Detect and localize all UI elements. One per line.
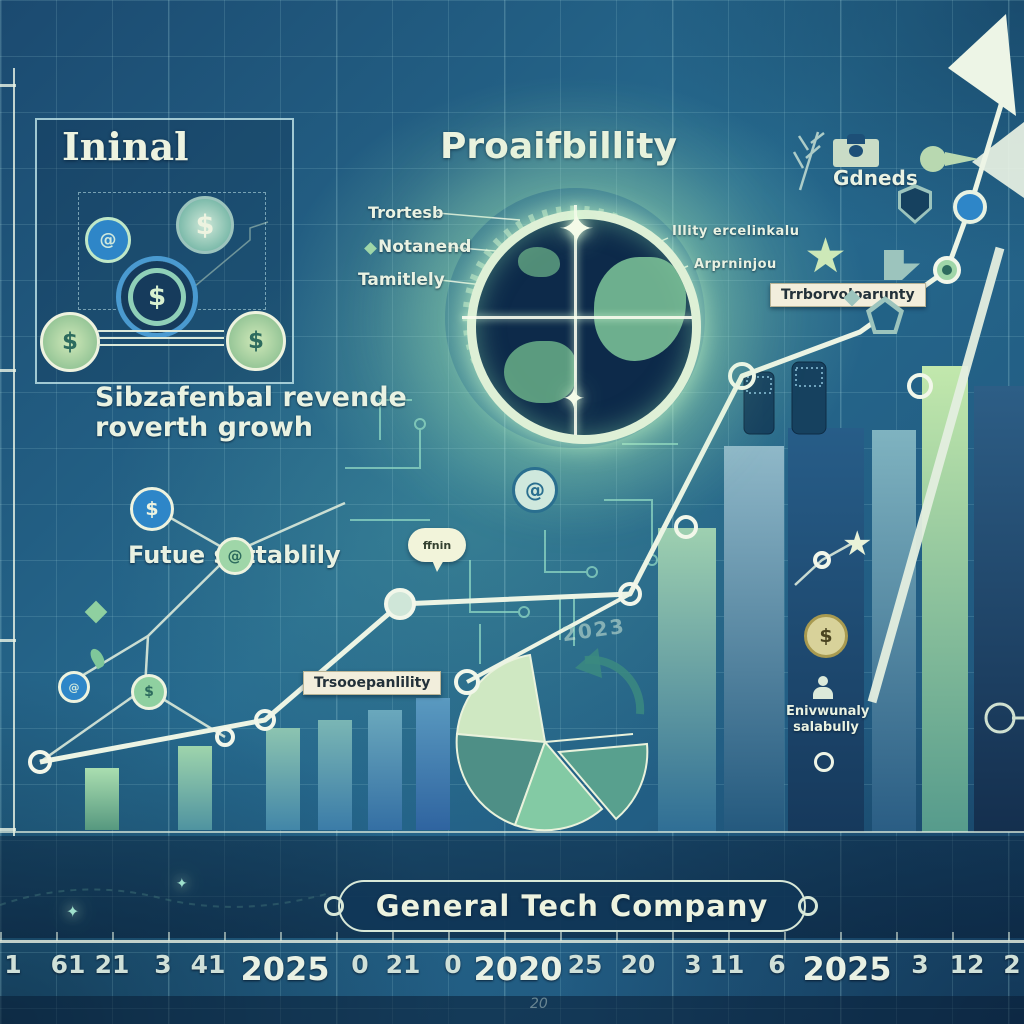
x-tick: 3 xyxy=(684,950,702,979)
column-caption-line1: Enivwunaly xyxy=(786,704,870,719)
node-coin xyxy=(384,588,416,620)
caption-revenue: Sibzafenbal revende roverth growh xyxy=(95,382,407,444)
y-axis-line xyxy=(13,68,15,836)
bottom-strip xyxy=(0,996,1024,1024)
x-axis-ticks xyxy=(0,932,1024,941)
pin-pointer xyxy=(945,152,979,166)
crosshair-horizontal xyxy=(462,316,692,319)
x-tick-year: 2025 xyxy=(240,950,330,988)
ring-dot-icon xyxy=(814,752,834,772)
globe-icon xyxy=(467,210,701,444)
target-coin-icon: $ xyxy=(116,256,198,338)
glint-icon: ✦ xyxy=(558,204,595,255)
banner-end-ring xyxy=(798,896,818,916)
star-icon: ★ xyxy=(842,524,873,564)
x-tick: 0 xyxy=(444,950,462,979)
pie-chart xyxy=(455,653,649,832)
chart-baseline xyxy=(0,831,1024,833)
person-icon-body xyxy=(813,687,833,699)
y-axis-tick xyxy=(0,828,16,831)
flask-icons xyxy=(743,361,827,435)
trend-branch xyxy=(466,592,631,684)
growth-arrow-shaft xyxy=(867,246,1005,704)
x-tick: 25 xyxy=(567,950,603,979)
swirl-coin-icon: @ xyxy=(216,537,254,575)
x-tick: 21 xyxy=(385,950,421,979)
glint-icon: ✦ xyxy=(66,902,80,921)
node-blue xyxy=(953,190,987,224)
star-icon: ★ xyxy=(804,228,848,284)
wheat-icon xyxy=(792,131,825,191)
rotate-arrowhead-icon xyxy=(575,648,602,678)
globe-label-left-3: Tamitlely xyxy=(358,270,445,290)
connector-line xyxy=(98,330,224,332)
continent-blob xyxy=(594,257,686,361)
company-banner-label: General Tech Company xyxy=(375,889,769,923)
swirl-coin-icon: @ xyxy=(58,671,90,703)
dollar-coin-icon: $ xyxy=(130,487,174,531)
x-tick-year: 2025 xyxy=(802,950,892,988)
inset-panel-title: Ininal xyxy=(62,124,189,169)
globe-label-left-2: Notanend xyxy=(378,237,472,257)
swirl-coin-icon: @ xyxy=(512,467,558,513)
x-tick-labels: 1 61 21 3 41 2025 0 21 0 2020 25 20 3 11… xyxy=(0,950,1024,992)
x-tick: 41 xyxy=(190,950,226,979)
x-axis-line xyxy=(0,940,1024,943)
connector-line xyxy=(98,337,224,339)
gold-coin-icon: $ xyxy=(804,614,848,658)
faint-bottom-label: 20 xyxy=(530,996,548,1012)
x-tick: 0 xyxy=(351,950,369,979)
globe-label-right-2: Arprninjou xyxy=(694,257,777,272)
briefcase-handle xyxy=(847,134,865,144)
x-tick: 1 xyxy=(4,950,22,979)
caption-revenue-line2: roverth growh xyxy=(95,412,313,444)
x-tick: 12 xyxy=(949,950,985,979)
tag-box-mid: Trsooepanlility xyxy=(303,671,442,695)
y-axis-tick xyxy=(0,84,16,87)
continent-blob xyxy=(518,247,560,277)
globe-label-right-1: Illity ercelinkalu xyxy=(672,224,800,239)
y-axis-tick xyxy=(0,369,16,372)
x-tick: 21 xyxy=(94,950,130,979)
caption-revenue-line1: Sibzafenbal revende xyxy=(95,382,407,413)
column-caption-line2: salabully xyxy=(793,720,859,736)
pin-icon xyxy=(920,146,946,172)
crosshair-vertical xyxy=(574,205,577,435)
green-coin-icon: $ xyxy=(226,311,286,371)
x-tick-year: 2020 xyxy=(473,950,563,988)
x-tick: 2 xyxy=(1003,950,1021,979)
person-icon xyxy=(818,676,828,686)
speech-bubble-tail xyxy=(432,560,444,572)
x-tick: 11 xyxy=(709,950,745,979)
company-banner: General Tech Company xyxy=(338,880,806,932)
glint-icon: ✦ xyxy=(562,382,586,415)
x-tick: 6 xyxy=(768,950,786,979)
briefcase-lock xyxy=(849,145,863,157)
globe-label-left-1: Trortesb xyxy=(368,203,444,222)
glint-icon: ✦ xyxy=(176,876,188,892)
x-tick: 3 xyxy=(154,950,172,979)
green-coin-icon: $ xyxy=(40,312,100,372)
icons-caption: Gdneds xyxy=(833,166,918,190)
x-tick: 61 xyxy=(50,950,86,979)
continent-blob xyxy=(504,341,576,403)
dollar-coin-icon: $ xyxy=(176,196,234,254)
banner-end-ring xyxy=(324,896,344,916)
left-bar-series xyxy=(85,698,450,830)
growth-arrowhead-icon xyxy=(948,14,1016,116)
column-caption: Enivwunaly salabully xyxy=(786,704,870,737)
y-axis-tick xyxy=(0,639,16,642)
x-tick: 3 xyxy=(911,950,929,979)
speech-bubble: ffnin xyxy=(408,528,466,562)
x-tick: 20 xyxy=(620,950,656,979)
arrow-chevron-icon xyxy=(972,122,1024,198)
connector-line xyxy=(98,344,224,346)
swirl-coin-icon: @ xyxy=(85,217,131,263)
line-nodes xyxy=(28,362,933,774)
node-green-core xyxy=(942,265,952,275)
main-title: Proaifbillity xyxy=(440,126,677,167)
dollar-coin-icon: $ xyxy=(131,674,167,710)
briefcase-icon xyxy=(833,134,879,167)
